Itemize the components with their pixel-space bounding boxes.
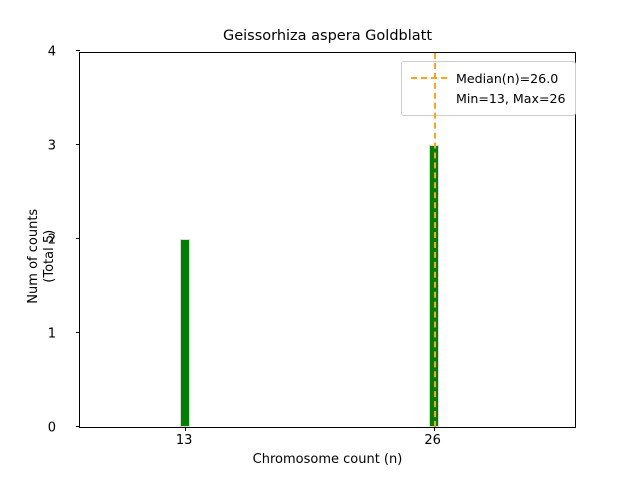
legend-label-minmax: Min=13, Max=26 [456, 90, 566, 106]
y-tick-label-4: 4 [47, 44, 56, 60]
x-tick-label-26: 26 [424, 433, 441, 448]
y-tick-label-2: 2 [47, 232, 56, 248]
y-tick-label-3: 3 [47, 138, 56, 154]
legend-item-median: Median(n)=26.0 [411, 68, 566, 88]
chart-legend: Median(n)=26.0 Min=13, Max=26 [401, 61, 576, 116]
x-tick-label-13: 13 [175, 433, 193, 448]
y-tick-2 [76, 238, 80, 239]
legend-label-median: Median(n)=26.0 [456, 70, 559, 86]
x-axis-label: Chromosome count (n) [252, 452, 403, 467]
y-tick-4 [76, 50, 80, 51]
y-tick-label-0: 0 [47, 420, 56, 436]
x-tick-26 [433, 427, 435, 431]
y-tick-1 [76, 332, 80, 333]
y-tick-label-1: 1 [47, 326, 56, 342]
x-tick-13 [185, 427, 187, 431]
dashed-line-icon [411, 68, 447, 88]
plot-area: Median(n)=26.0 Min=13, Max=26 [76, 50, 576, 431]
y-tick-0 [76, 426, 80, 427]
median-line [433, 53, 436, 427]
bar-13 [180, 239, 191, 427]
chart-title: Geissorhiza aspera Goldblatt [222, 28, 433, 44]
legend-item-minmax: Min=13, Max=26 [411, 88, 566, 108]
y-axis-label-line1: Num of counts [25, 208, 41, 304]
y-tick-3 [76, 144, 80, 145]
legend-blank-icon [411, 88, 447, 108]
